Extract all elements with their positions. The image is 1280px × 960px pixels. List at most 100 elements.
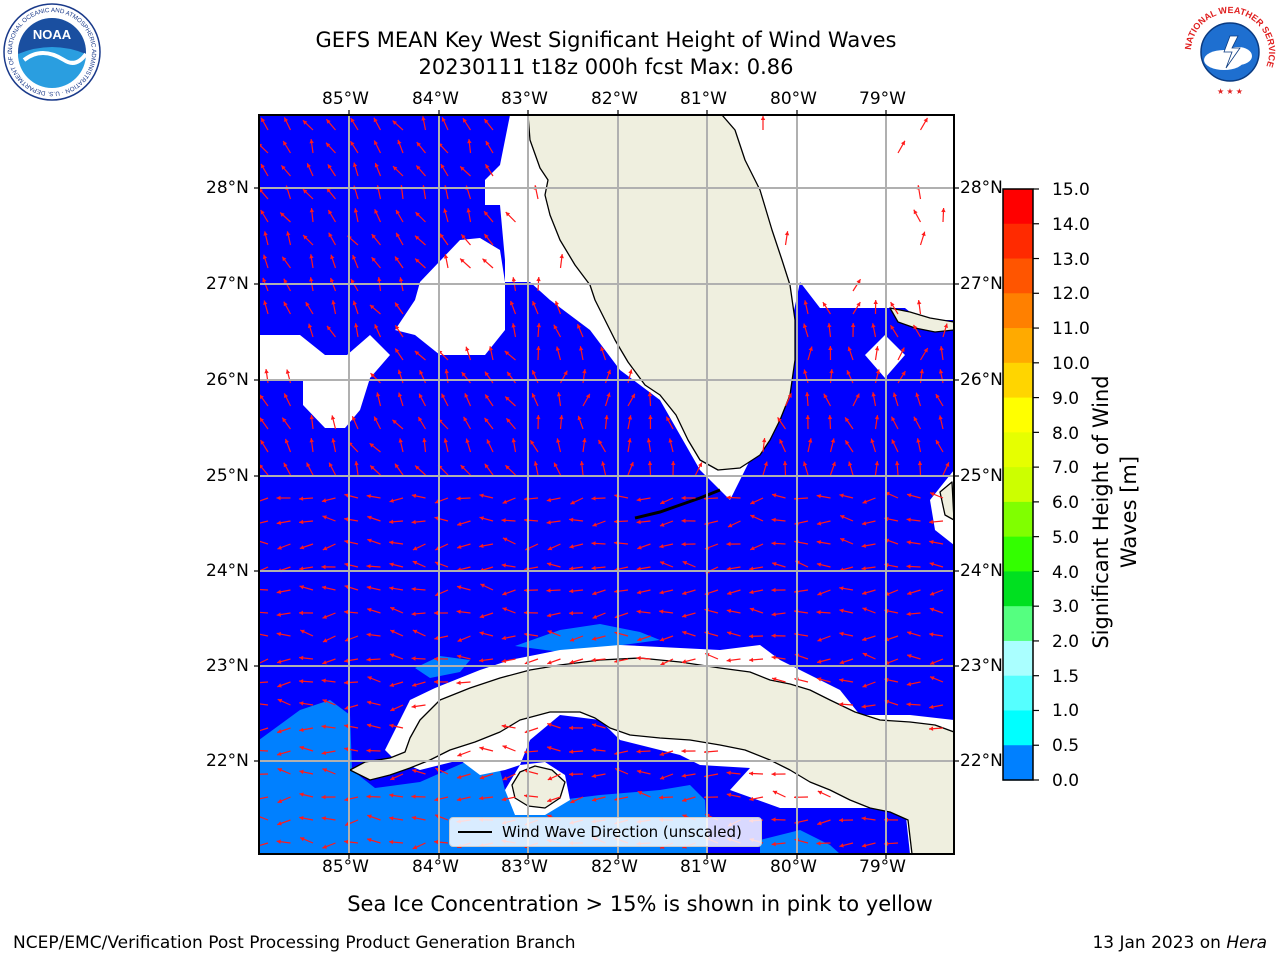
wave-arrow-head — [366, 632, 371, 637]
wave-arrow-head — [344, 517, 349, 522]
wave-arrow-head — [366, 657, 371, 662]
wave-arrow-head — [805, 415, 810, 419]
wave-arrow-head — [771, 655, 776, 660]
wave-arrow-head — [414, 351, 420, 356]
wave-arrow-head — [300, 837, 305, 842]
wave-arrow-head — [907, 654, 912, 659]
wave-arrow-head — [507, 371, 512, 377]
wave-arrow-head — [592, 636, 597, 641]
lon-label-bottom: 79°W — [859, 857, 906, 877]
wave-arrow-head — [411, 587, 416, 592]
wave-arrow-head — [592, 797, 597, 802]
graticule — [259, 115, 954, 854]
wave-arrow-head — [845, 417, 850, 422]
wave-arrow-head — [637, 545, 642, 550]
wave-arrow-head — [555, 346, 560, 351]
wave-arrow-head — [547, 746, 552, 751]
wave-arrow-head — [415, 465, 420, 470]
wave-arrow-head — [374, 163, 379, 168]
wave-arrow-head — [434, 610, 438, 616]
wave-arrow-head — [822, 302, 827, 307]
wave-arrow-head — [328, 232, 333, 238]
colorbar-segment — [1003, 501, 1033, 538]
wave-arrow-head — [259, 464, 264, 469]
colorbar-tick-label: 8.0 — [1052, 424, 1080, 444]
wave-arrow-head — [659, 544, 664, 549]
wave-arrow-head — [771, 587, 776, 593]
wave-arrow-head — [862, 652, 868, 657]
wave-arrow-head — [579, 346, 584, 351]
wave-arrow-head — [892, 392, 898, 398]
colorbar-tick-label: 6.0 — [1052, 493, 1080, 513]
wave-arrow-head — [261, 117, 266, 123]
producer-credit: NCEP/EMC/Verification Post Processing Pr… — [13, 933, 576, 953]
wave-arrow-head — [282, 256, 287, 262]
wave-arrow-head — [374, 416, 378, 422]
wave-arrow-head — [456, 496, 461, 501]
wave-arrow-head — [367, 607, 372, 613]
wave-arrow-head — [636, 749, 641, 754]
wave-arrow-head — [726, 792, 732, 798]
wave-arrow-head — [367, 538, 372, 543]
wave-arrow-head — [827, 323, 832, 328]
wave-arrow-head — [591, 565, 596, 571]
wave-arrow-head — [784, 231, 790, 236]
wave-arrow-head — [547, 798, 552, 803]
andros-island — [939, 481, 954, 521]
wave-arrow-head — [848, 461, 853, 467]
wave-arrow-head — [546, 497, 552, 503]
wave-arrow-head — [389, 562, 394, 567]
wave-arrow-head — [646, 438, 652, 443]
wave-arrow-head — [277, 729, 282, 734]
wave-arrow-head — [484, 234, 489, 239]
wave-arrow-head — [531, 393, 536, 398]
wave-arrow-head — [862, 636, 867, 642]
colorbar-tick-label: 7.0 — [1052, 458, 1080, 478]
colorbar-tick-label: 3.0 — [1052, 597, 1080, 617]
wave-arrow-head — [397, 392, 403, 398]
wave-arrow-head — [254, 797, 258, 801]
wave-arrow-head — [547, 776, 553, 781]
wave-arrow-head — [532, 370, 536, 375]
wave-arrow-head — [415, 212, 420, 217]
wave-arrow-head — [277, 698, 283, 703]
wave-arrow-head — [390, 607, 395, 611]
wave-arrow-head — [411, 794, 416, 799]
wave-arrow-head — [309, 438, 314, 443]
wave-arrow-head — [366, 794, 371, 799]
wave-arrow-head — [536, 323, 541, 328]
wave-arrow-head — [276, 612, 281, 617]
lon-label-top: 84°W — [412, 89, 459, 109]
wave-arrow-head — [352, 416, 356, 421]
wave-arrow-head — [592, 723, 597, 728]
wave-arrow-head — [862, 590, 867, 595]
wave-arrow-head — [479, 658, 484, 663]
lat-label-left: 25°N — [206, 466, 249, 486]
wave-arrow-head — [855, 393, 860, 399]
wave-arrow-head — [344, 539, 349, 544]
wave-arrow-head — [479, 516, 484, 521]
wave-arrow-head — [284, 393, 289, 398]
wave-arrow-head — [569, 637, 575, 642]
wave-arrow-head — [772, 562, 777, 567]
wave-arrow-head — [285, 369, 291, 374]
wave-arrow-head — [461, 372, 466, 377]
colorbar-segment — [1003, 397, 1033, 433]
wave-arrow-head — [816, 494, 822, 499]
wave-arrow-head — [389, 586, 394, 591]
wave-arrow-head — [553, 462, 558, 468]
wave-arrow-head — [463, 416, 468, 422]
wave-arrow-head — [502, 537, 508, 542]
wave-arrow-head — [254, 772, 258, 776]
wave-arrow-head — [917, 461, 923, 466]
chart-subtitle: 20230111 t18z 000h fcst Max: 0.86 — [418, 55, 794, 79]
wave-arrow-head — [457, 774, 462, 779]
wave-arrow-head — [547, 546, 553, 551]
wave-arrow-head — [371, 234, 376, 239]
wave-arrow-head — [839, 660, 845, 665]
wave-arrow-head — [871, 323, 876, 328]
wave-arrow-head — [840, 515, 845, 520]
wave-arrow-head — [874, 461, 880, 466]
wave-arrow-head — [394, 463, 399, 469]
